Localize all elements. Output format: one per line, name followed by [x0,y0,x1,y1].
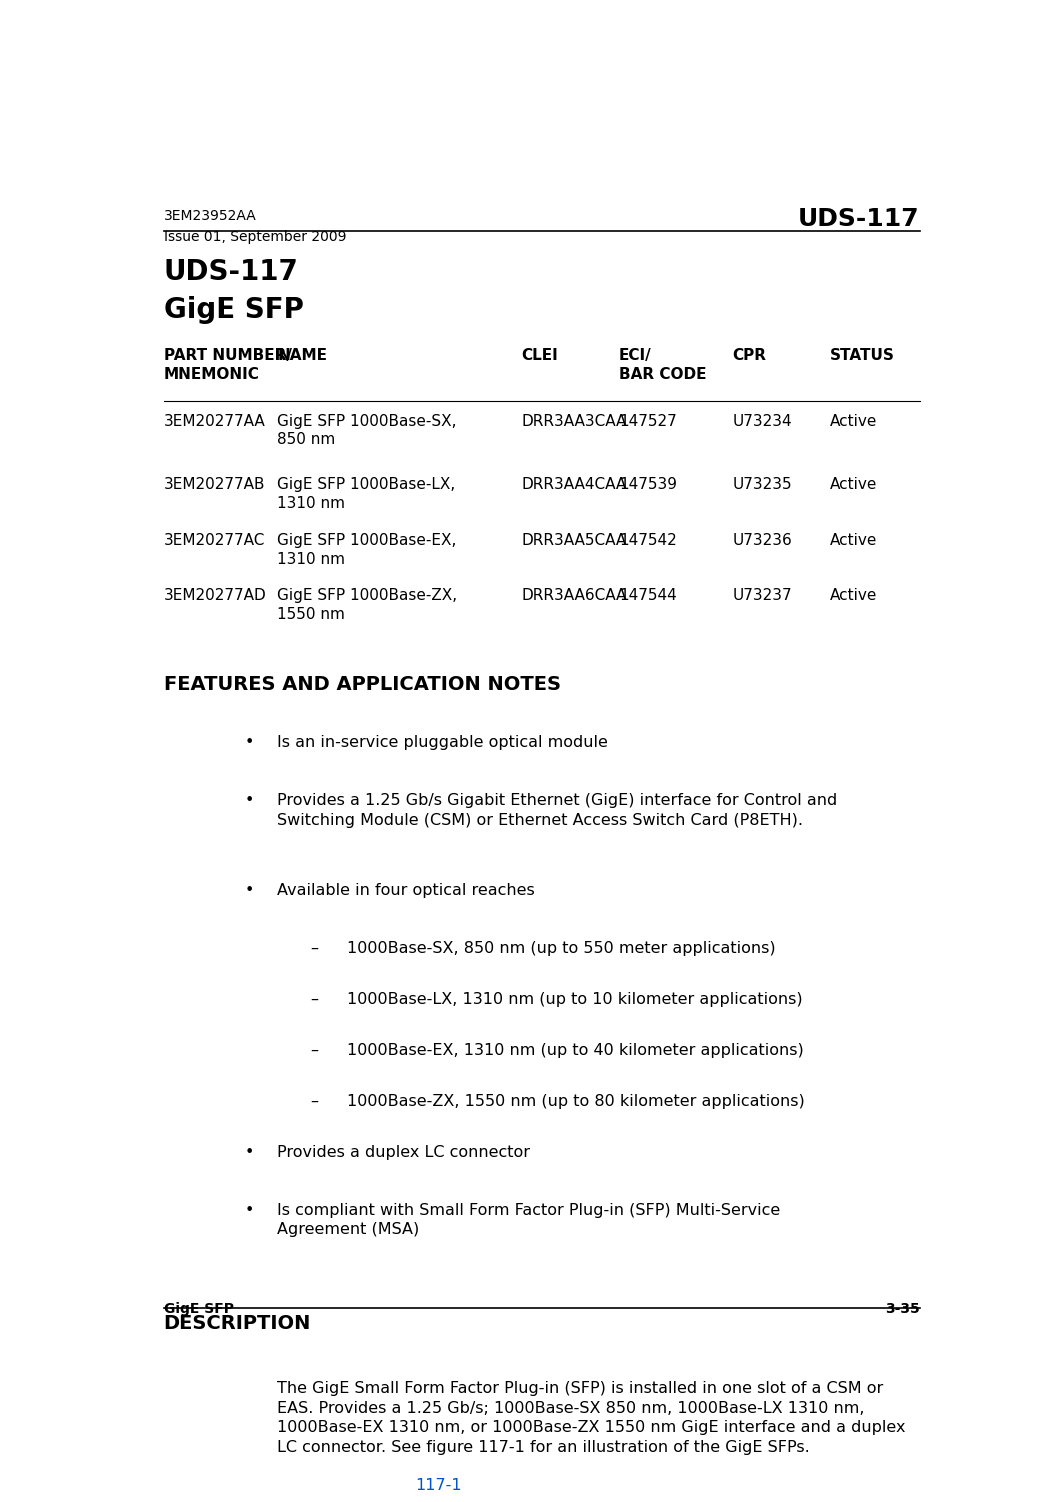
Text: 147542: 147542 [619,533,677,548]
Text: DRR3AA6CAA: DRR3AA6CAA [521,589,626,604]
Text: The GigE Small Form Factor Plug-in (SFP) is installed in one slot of a CSM or
EA: The GigE Small Form Factor Plug-in (SFP)… [277,1380,906,1455]
Text: 147527: 147527 [619,415,677,430]
Text: U73234: U73234 [732,415,792,430]
Text: U73237: U73237 [732,589,792,604]
Text: Is compliant with Small Form Factor Plug-in (SFP) Multi-Service
Agreement (MSA): Is compliant with Small Form Factor Plug… [277,1203,780,1238]
Text: ECI/
BAR CODE: ECI/ BAR CODE [619,348,706,382]
Text: GigE SFP 1000Base-SX,
850 nm: GigE SFP 1000Base-SX, 850 nm [277,415,457,448]
Text: 3EM23952AA: 3EM23952AA [164,209,256,224]
Text: DESCRIPTION: DESCRIPTION [164,1314,311,1332]
Text: GigE SFP: GigE SFP [164,1302,234,1316]
Text: Provides a duplex LC connector: Provides a duplex LC connector [277,1145,531,1160]
Text: Active: Active [831,533,878,548]
Text: –: – [311,942,318,957]
Text: •: • [244,793,254,808]
Text: CLEI: CLEI [521,348,558,363]
Text: 147539: 147539 [619,478,677,493]
Text: •: • [244,883,254,898]
Text: Is an in-service pluggable optical module: Is an in-service pluggable optical modul… [277,736,608,751]
Text: •: • [244,1203,254,1218]
Text: PART NUMBER/
MNEMONIC: PART NUMBER/ MNEMONIC [164,348,292,382]
Text: 1000Base-SX, 850 nm (up to 550 meter applications): 1000Base-SX, 850 nm (up to 550 meter app… [346,942,775,957]
Text: 147544: 147544 [619,589,677,604]
Text: Active: Active [831,478,878,493]
Text: 3EM20277AD: 3EM20277AD [164,589,266,604]
Text: DRR3AA5CAA: DRR3AA5CAA [521,533,626,548]
Text: DRR3AA4CAA: DRR3AA4CAA [521,478,626,493]
Text: GigE SFP 1000Base-LX,
1310 nm: GigE SFP 1000Base-LX, 1310 nm [277,478,455,511]
Text: Provides a 1.25 Gb/s Gigabit Ethernet (GigE) interface for Control and
Switching: Provides a 1.25 Gb/s Gigabit Ethernet (G… [277,793,838,828]
Text: •: • [244,1145,254,1160]
Text: GigE SFP 1000Base-EX,
1310 nm: GigE SFP 1000Base-EX, 1310 nm [277,533,456,566]
Text: 1000Base-EX, 1310 nm (up to 40 kilometer applications): 1000Base-EX, 1310 nm (up to 40 kilometer… [346,1042,804,1057]
Text: 3EM20277AB: 3EM20277AB [164,478,265,493]
Text: •: • [244,736,254,751]
Text: 3EM20277AA: 3EM20277AA [164,415,265,430]
Text: Active: Active [831,415,878,430]
Text: –: – [311,993,318,1008]
Text: U73235: U73235 [732,478,792,493]
Text: 3-35: 3-35 [885,1302,920,1316]
Text: 117-1: 117-1 [415,1478,463,1493]
Text: Active: Active [831,589,878,604]
Text: GigE SFP 1000Base-ZX,
1550 nm: GigE SFP 1000Base-ZX, 1550 nm [277,589,457,622]
Text: Issue 01, September 2009: Issue 01, September 2009 [164,230,346,243]
Text: Available in four optical reaches: Available in four optical reaches [277,883,535,898]
Text: CPR: CPR [732,348,767,363]
Text: –: – [311,1093,318,1108]
Text: NAME: NAME [277,348,327,363]
Text: 3EM20277AC: 3EM20277AC [164,533,265,548]
Text: 1000Base-ZX, 1550 nm (up to 80 kilometer applications): 1000Base-ZX, 1550 nm (up to 80 kilometer… [346,1093,805,1108]
Text: U73236: U73236 [732,533,792,548]
Text: FEATURES AND APPLICATION NOTES: FEATURES AND APPLICATION NOTES [164,676,560,694]
Text: –: – [311,1042,318,1057]
Text: UDS-117: UDS-117 [164,258,299,285]
Text: 1000Base-LX, 1310 nm (up to 10 kilometer applications): 1000Base-LX, 1310 nm (up to 10 kilometer… [346,993,802,1008]
Text: STATUS: STATUS [831,348,895,363]
Text: DRR3AA3CAA: DRR3AA3CAA [521,415,626,430]
Text: GigE SFP: GigE SFP [164,296,303,324]
Text: UDS-117: UDS-117 [798,207,920,231]
